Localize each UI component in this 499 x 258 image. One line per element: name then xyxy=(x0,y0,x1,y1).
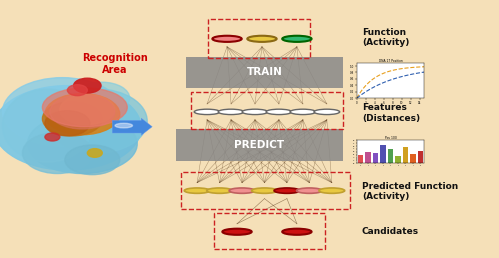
Text: Function
(Activity): Function (Activity) xyxy=(362,28,409,47)
Ellipse shape xyxy=(45,133,60,141)
Ellipse shape xyxy=(67,85,87,96)
Ellipse shape xyxy=(75,82,130,114)
Ellipse shape xyxy=(45,94,120,135)
Ellipse shape xyxy=(207,188,233,193)
Ellipse shape xyxy=(27,114,137,174)
Text: PREDICT: PREDICT xyxy=(235,140,284,150)
Ellipse shape xyxy=(194,109,220,115)
Ellipse shape xyxy=(47,89,147,153)
FancyBboxPatch shape xyxy=(186,57,343,88)
Circle shape xyxy=(42,88,127,127)
Ellipse shape xyxy=(223,229,251,235)
Ellipse shape xyxy=(115,123,133,128)
Text: Predicted Function
(Activity): Predicted Function (Activity) xyxy=(362,182,458,201)
FancyBboxPatch shape xyxy=(176,128,343,162)
Ellipse shape xyxy=(319,188,345,193)
Text: TRAIN: TRAIN xyxy=(247,68,282,77)
Ellipse shape xyxy=(213,36,242,42)
Ellipse shape xyxy=(314,109,340,115)
Ellipse shape xyxy=(2,78,122,146)
Ellipse shape xyxy=(282,229,311,235)
Ellipse shape xyxy=(248,36,276,42)
Ellipse shape xyxy=(242,109,268,115)
Ellipse shape xyxy=(87,149,102,157)
Ellipse shape xyxy=(229,188,255,193)
Ellipse shape xyxy=(290,109,316,115)
Ellipse shape xyxy=(65,145,120,175)
FancyArrow shape xyxy=(112,118,152,135)
Ellipse shape xyxy=(251,188,277,193)
Ellipse shape xyxy=(0,86,141,170)
Text: Features
(Distances): Features (Distances) xyxy=(362,103,420,123)
Text: Recognition
Area: Recognition Area xyxy=(82,53,148,75)
Ellipse shape xyxy=(184,188,210,193)
Ellipse shape xyxy=(2,89,92,162)
Text: Candidates: Candidates xyxy=(362,227,419,236)
Ellipse shape xyxy=(274,188,300,193)
Ellipse shape xyxy=(50,95,115,129)
Ellipse shape xyxy=(22,132,92,174)
Ellipse shape xyxy=(73,78,101,93)
Ellipse shape xyxy=(266,109,292,115)
Ellipse shape xyxy=(282,36,311,42)
Ellipse shape xyxy=(42,102,102,136)
Ellipse shape xyxy=(60,95,115,124)
Ellipse shape xyxy=(45,111,90,136)
Ellipse shape xyxy=(296,188,322,193)
Ellipse shape xyxy=(218,109,244,115)
